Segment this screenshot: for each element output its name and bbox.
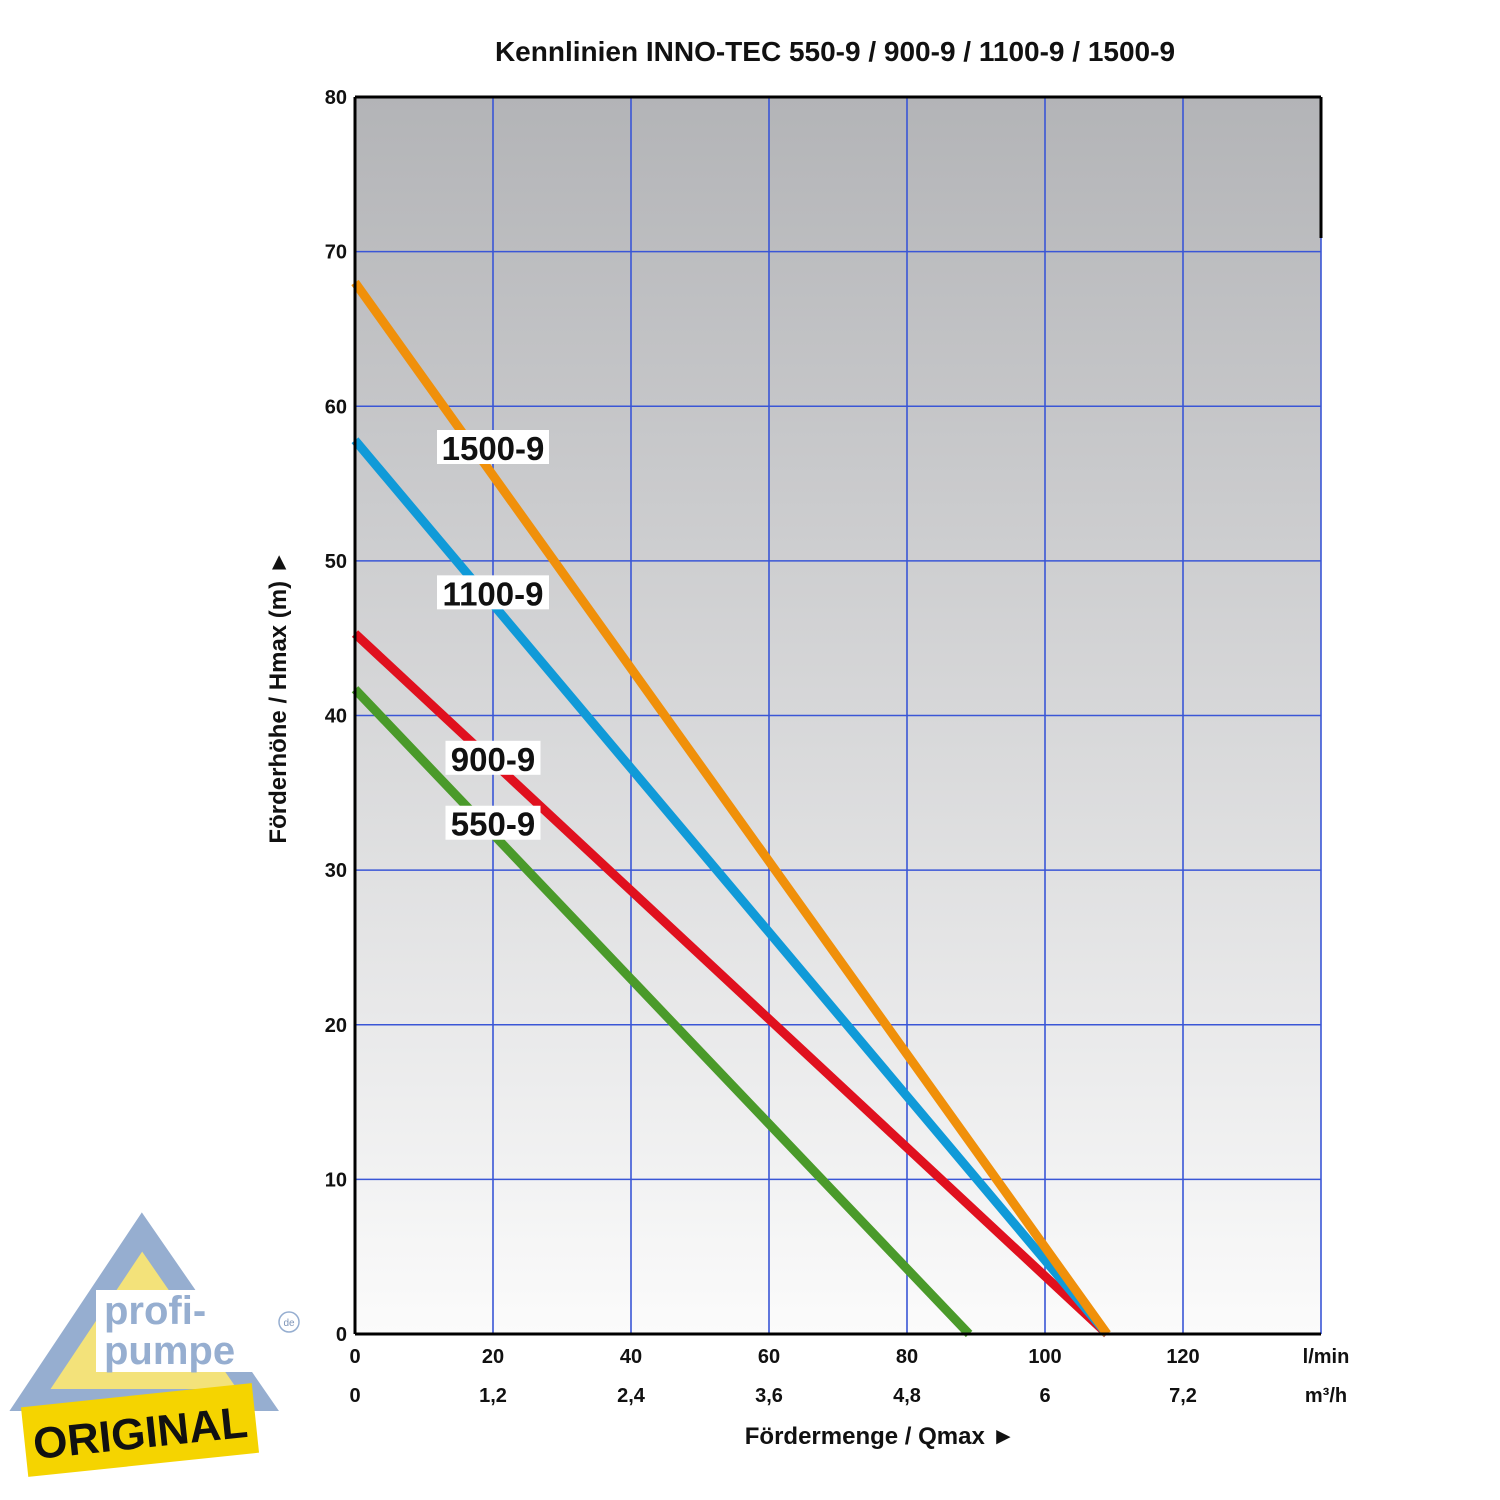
x-tick-label: 120 bbox=[1166, 1346, 1199, 1368]
y-tick-label: 10 bbox=[325, 1169, 347, 1191]
series-label-text: 1100-9 bbox=[443, 575, 544, 612]
series-label-900-9: 900-9 bbox=[445, 740, 541, 778]
series-label-1500-9: 1500-9 bbox=[437, 429, 549, 467]
original-badge bbox=[20, 1383, 260, 1477]
y-tick-label: 40 bbox=[325, 706, 347, 728]
x-tick-label: 0 bbox=[349, 1346, 360, 1368]
series-label-550-9: 550-9 bbox=[445, 805, 541, 843]
x-tick-label-secondary: 3,6 bbox=[755, 1385, 783, 1407]
series-label-text: 1500-9 bbox=[442, 430, 545, 467]
series-label-bg bbox=[445, 805, 541, 840]
logo-text-line2: pumpe bbox=[104, 1329, 235, 1373]
y-axis-label: Förderhöhe / Hmax (m) ► bbox=[265, 550, 292, 843]
series-label-bg bbox=[445, 740, 541, 775]
x-unit-label: l/min bbox=[1303, 1346, 1350, 1368]
y-tick-label: 30 bbox=[325, 860, 347, 882]
y-tick-label: 70 bbox=[325, 242, 347, 264]
series-label-bg bbox=[437, 575, 549, 610]
chart-title: Kennlinien INNO-TEC 550-9 / 900-9 / 1100… bbox=[495, 36, 1175, 67]
x-unit-secondary-label: m³/h bbox=[1305, 1385, 1347, 1407]
x-tick-label: 100 bbox=[1028, 1346, 1061, 1368]
series-label-bg bbox=[437, 429, 549, 464]
logo-text-line1: profi- bbox=[104, 1289, 206, 1333]
x-tick-label: 60 bbox=[758, 1346, 780, 1368]
series-labels: 550-9 900-9 1100-9 1500-9 bbox=[437, 429, 549, 843]
y-tick-label: 0 bbox=[336, 1324, 347, 1346]
x-tick-label-secondary: 0 bbox=[349, 1385, 360, 1407]
x-tick-label-secondary: 7,2 bbox=[1169, 1385, 1197, 1407]
y-tick-label: 20 bbox=[325, 1015, 347, 1037]
series-label-text: 900-9 bbox=[451, 741, 535, 778]
series-label-text: 550-9 bbox=[451, 806, 535, 843]
x-tick-label-secondary: 2,4 bbox=[617, 1385, 646, 1407]
brand-logo: profi- pumpe de ORIGINAL bbox=[9, 1212, 300, 1477]
series-label-1100-9: 1100-9 bbox=[437, 575, 549, 612]
y-tick-labels: 0 10 20 30 40 50 60 70 80 bbox=[325, 87, 347, 1346]
x-axis-label: Fördermenge / Qmax ► bbox=[745, 1423, 1016, 1450]
x-tick-label: 20 bbox=[482, 1346, 504, 1368]
y-tick-label: 50 bbox=[325, 551, 347, 573]
x-tick-labels: 0 20 40 60 80 100 120 bbox=[349, 1346, 1199, 1368]
logo-tld-text: de bbox=[283, 1318, 295, 1329]
x-tick-label-secondary: 1,2 bbox=[479, 1385, 507, 1407]
x-tick-label-secondary: 6 bbox=[1039, 1385, 1050, 1407]
series-line-550-9 bbox=[351, 686, 973, 1338]
x-tick-label: 40 bbox=[620, 1346, 642, 1368]
x-tick-labels-secondary: 0 1,2 2,4 3,6 4,8 6 7,2 bbox=[349, 1385, 1196, 1407]
x-tick-label: 80 bbox=[896, 1346, 918, 1368]
y-tick-label: 80 bbox=[325, 87, 347, 109]
logo-text-backdrop bbox=[96, 1290, 292, 1372]
y-tick-label: 60 bbox=[325, 396, 347, 418]
x-tick-label-secondary: 4,8 bbox=[893, 1385, 921, 1407]
logo-tld-badge bbox=[278, 1311, 300, 1333]
